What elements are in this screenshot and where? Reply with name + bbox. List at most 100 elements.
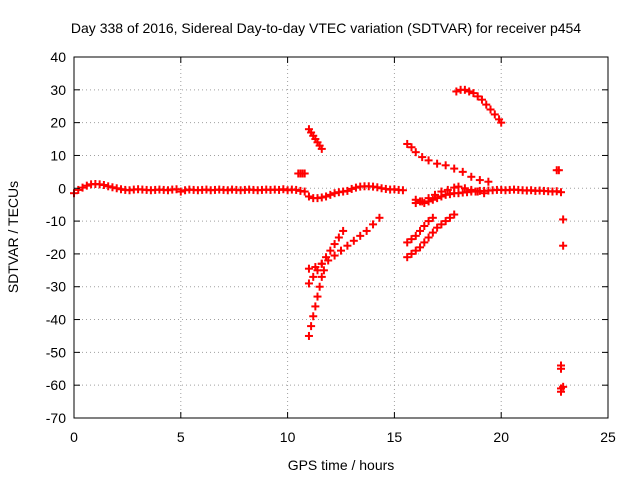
chart-title: Day 338 of 2016, Sidereal Day-to-day VTE… [71,20,581,36]
data-point [317,144,326,153]
data-point [433,223,442,232]
data-point [559,382,568,391]
data-point [418,197,427,206]
axis-ticks [73,56,609,419]
data-point [176,187,185,196]
data-point [411,199,420,208]
data-point [424,156,433,165]
data-point [411,231,420,240]
y-tick-label: 30 [50,82,66,98]
data-point [443,185,452,194]
data-point [322,192,331,201]
data-point [78,183,87,192]
data-point [465,87,474,96]
data-point [304,192,313,201]
data-point [407,249,416,258]
x-tick-label: 10 [280,429,296,445]
data-point [420,222,429,231]
data-point [326,190,335,199]
data-point [334,233,343,242]
x-tick-labels: 0 5 10 15 20 25 [70,429,616,445]
data-point [375,213,384,222]
data-point [473,92,482,101]
data-point [74,185,83,194]
y-tick-label: -60 [46,377,66,393]
x-tick-label: 5 [177,429,185,445]
data-point [424,194,433,203]
data-point [454,182,463,191]
data-point [337,246,345,255]
data-point [356,231,365,240]
data-point [486,105,495,114]
y-tick-label: 10 [50,147,66,163]
data-point [309,272,318,281]
x-tick-label: 0 [70,429,78,445]
data-point [398,186,407,195]
data-point [452,87,461,96]
data-point [99,180,108,189]
data-point [441,161,450,170]
data-point [418,153,427,162]
data-point [343,186,352,195]
data-point [497,118,506,127]
data-point [460,184,469,193]
data-point [300,187,309,196]
data-point [407,235,416,244]
y-tick-label: -20 [46,246,66,262]
x-tick-label: 15 [387,429,403,445]
data-point [445,213,454,222]
y-tick-label: 40 [50,49,66,65]
data-point [477,95,486,104]
data-point [480,189,489,198]
y-axis-title: SDTVAR / TECUs [5,181,21,293]
data-point [469,89,478,98]
data-point [482,100,491,109]
data-points [70,85,568,396]
x-tick-label: 25 [600,429,616,445]
data-point [557,188,566,197]
data-point [433,159,442,168]
data-point [304,264,313,273]
data-point [309,312,318,321]
data-point [315,282,324,291]
data-point [416,226,425,235]
data-point [430,190,439,199]
data-point [416,243,425,252]
y-tick-label: -30 [46,279,66,295]
data-point [490,110,499,119]
data-point [467,172,476,181]
data-point [484,177,493,186]
data-point [330,240,339,249]
data-point [424,217,433,226]
data-point [407,143,416,152]
data-point [313,292,322,301]
data-point [369,220,378,229]
y-tick-label: -70 [46,410,66,426]
data-point [428,213,437,222]
data-point [557,387,566,396]
data-point [403,253,412,262]
data-point [559,215,568,224]
data-point [324,256,333,265]
data-point [441,217,450,226]
data-point [304,331,313,340]
data-point [428,228,437,237]
data-point [304,279,313,288]
data-point [343,241,352,250]
data-point [362,226,371,235]
data-point [554,166,563,175]
x-tick-label: 20 [493,429,509,445]
data-point [437,220,446,229]
data-point [559,241,568,250]
data-point [557,364,566,373]
data-point [458,167,467,176]
y-tick-label: 20 [50,115,66,131]
data-point [411,246,420,255]
data-point [317,272,326,281]
data-point [437,187,446,196]
data-point [311,302,320,311]
data-point [311,263,320,272]
data-point [307,322,316,331]
